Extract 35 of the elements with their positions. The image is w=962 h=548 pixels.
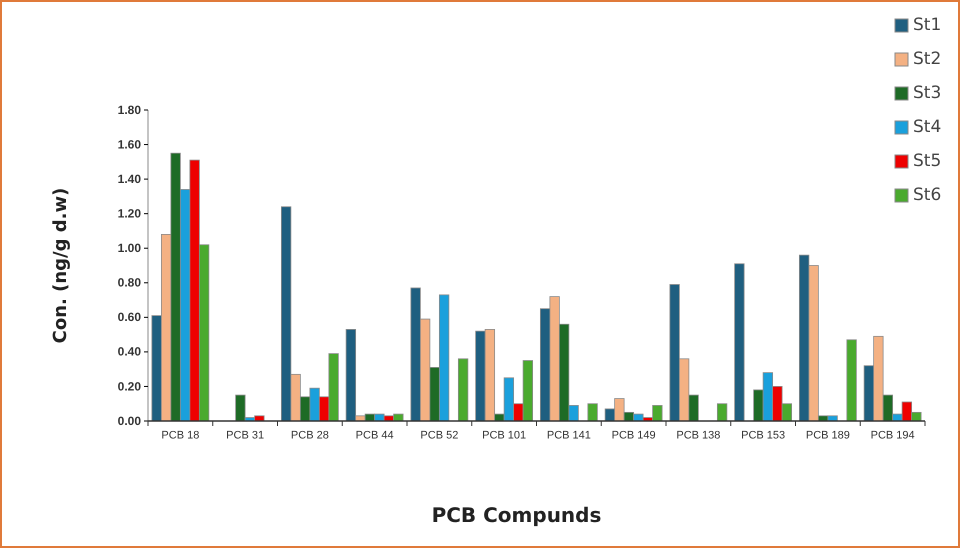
x-tick-label: PCB 141 [546, 429, 591, 442]
x-tick-label: PCB 194 [870, 429, 915, 442]
y-tick-label: 1.80 [118, 102, 142, 117]
x-axis-title: PCB Compunds [432, 503, 602, 527]
y-tick-label: 0.20 [118, 379, 142, 394]
legend-label: St2 [913, 49, 942, 69]
x-tick-label: PCB 18 [161, 429, 200, 442]
x-tick-label: PCB 44 [356, 429, 394, 442]
y-tick-label: 0.40 [118, 344, 142, 359]
bar [716, 403, 728, 422]
legend-label: St4 [913, 117, 942, 137]
y-tick-label: 0.60 [118, 310, 142, 324]
y-axis-title: Con. (ng/g d.w) [50, 188, 71, 344]
x-tick-label: PCB 149 [612, 429, 656, 442]
x-tick-label: PCB 153 [741, 429, 786, 442]
bar [587, 403, 598, 422]
y-tick-label: 1.60 [118, 137, 142, 152]
x-tick-label: PCB 28 [290, 429, 329, 442]
legend-label: St3 [913, 83, 942, 103]
legend-label: St6 [913, 185, 942, 205]
x-tick-label: PCB 31 [226, 429, 264, 442]
y-tick-label: 1.40 [118, 172, 142, 186]
x-tick-label: PCB 101 [482, 429, 526, 442]
y-tick-label: 1.20 [118, 206, 142, 221]
y-tick-label: 0.80 [118, 276, 142, 290]
y-tick-label: 0.00 [118, 414, 142, 428]
y-tick-label: 1.00 [118, 241, 142, 256]
bar [846, 339, 857, 422]
bar [734, 263, 745, 422]
legend-label: St5 [913, 151, 942, 171]
legend-label: St1 [913, 15, 942, 35]
x-tick-label: PCB 52 [420, 429, 458, 442]
x-tick-label: PCB 138 [676, 429, 720, 442]
x-tick-label: PCB 189 [806, 429, 850, 442]
bar [458, 358, 468, 422]
